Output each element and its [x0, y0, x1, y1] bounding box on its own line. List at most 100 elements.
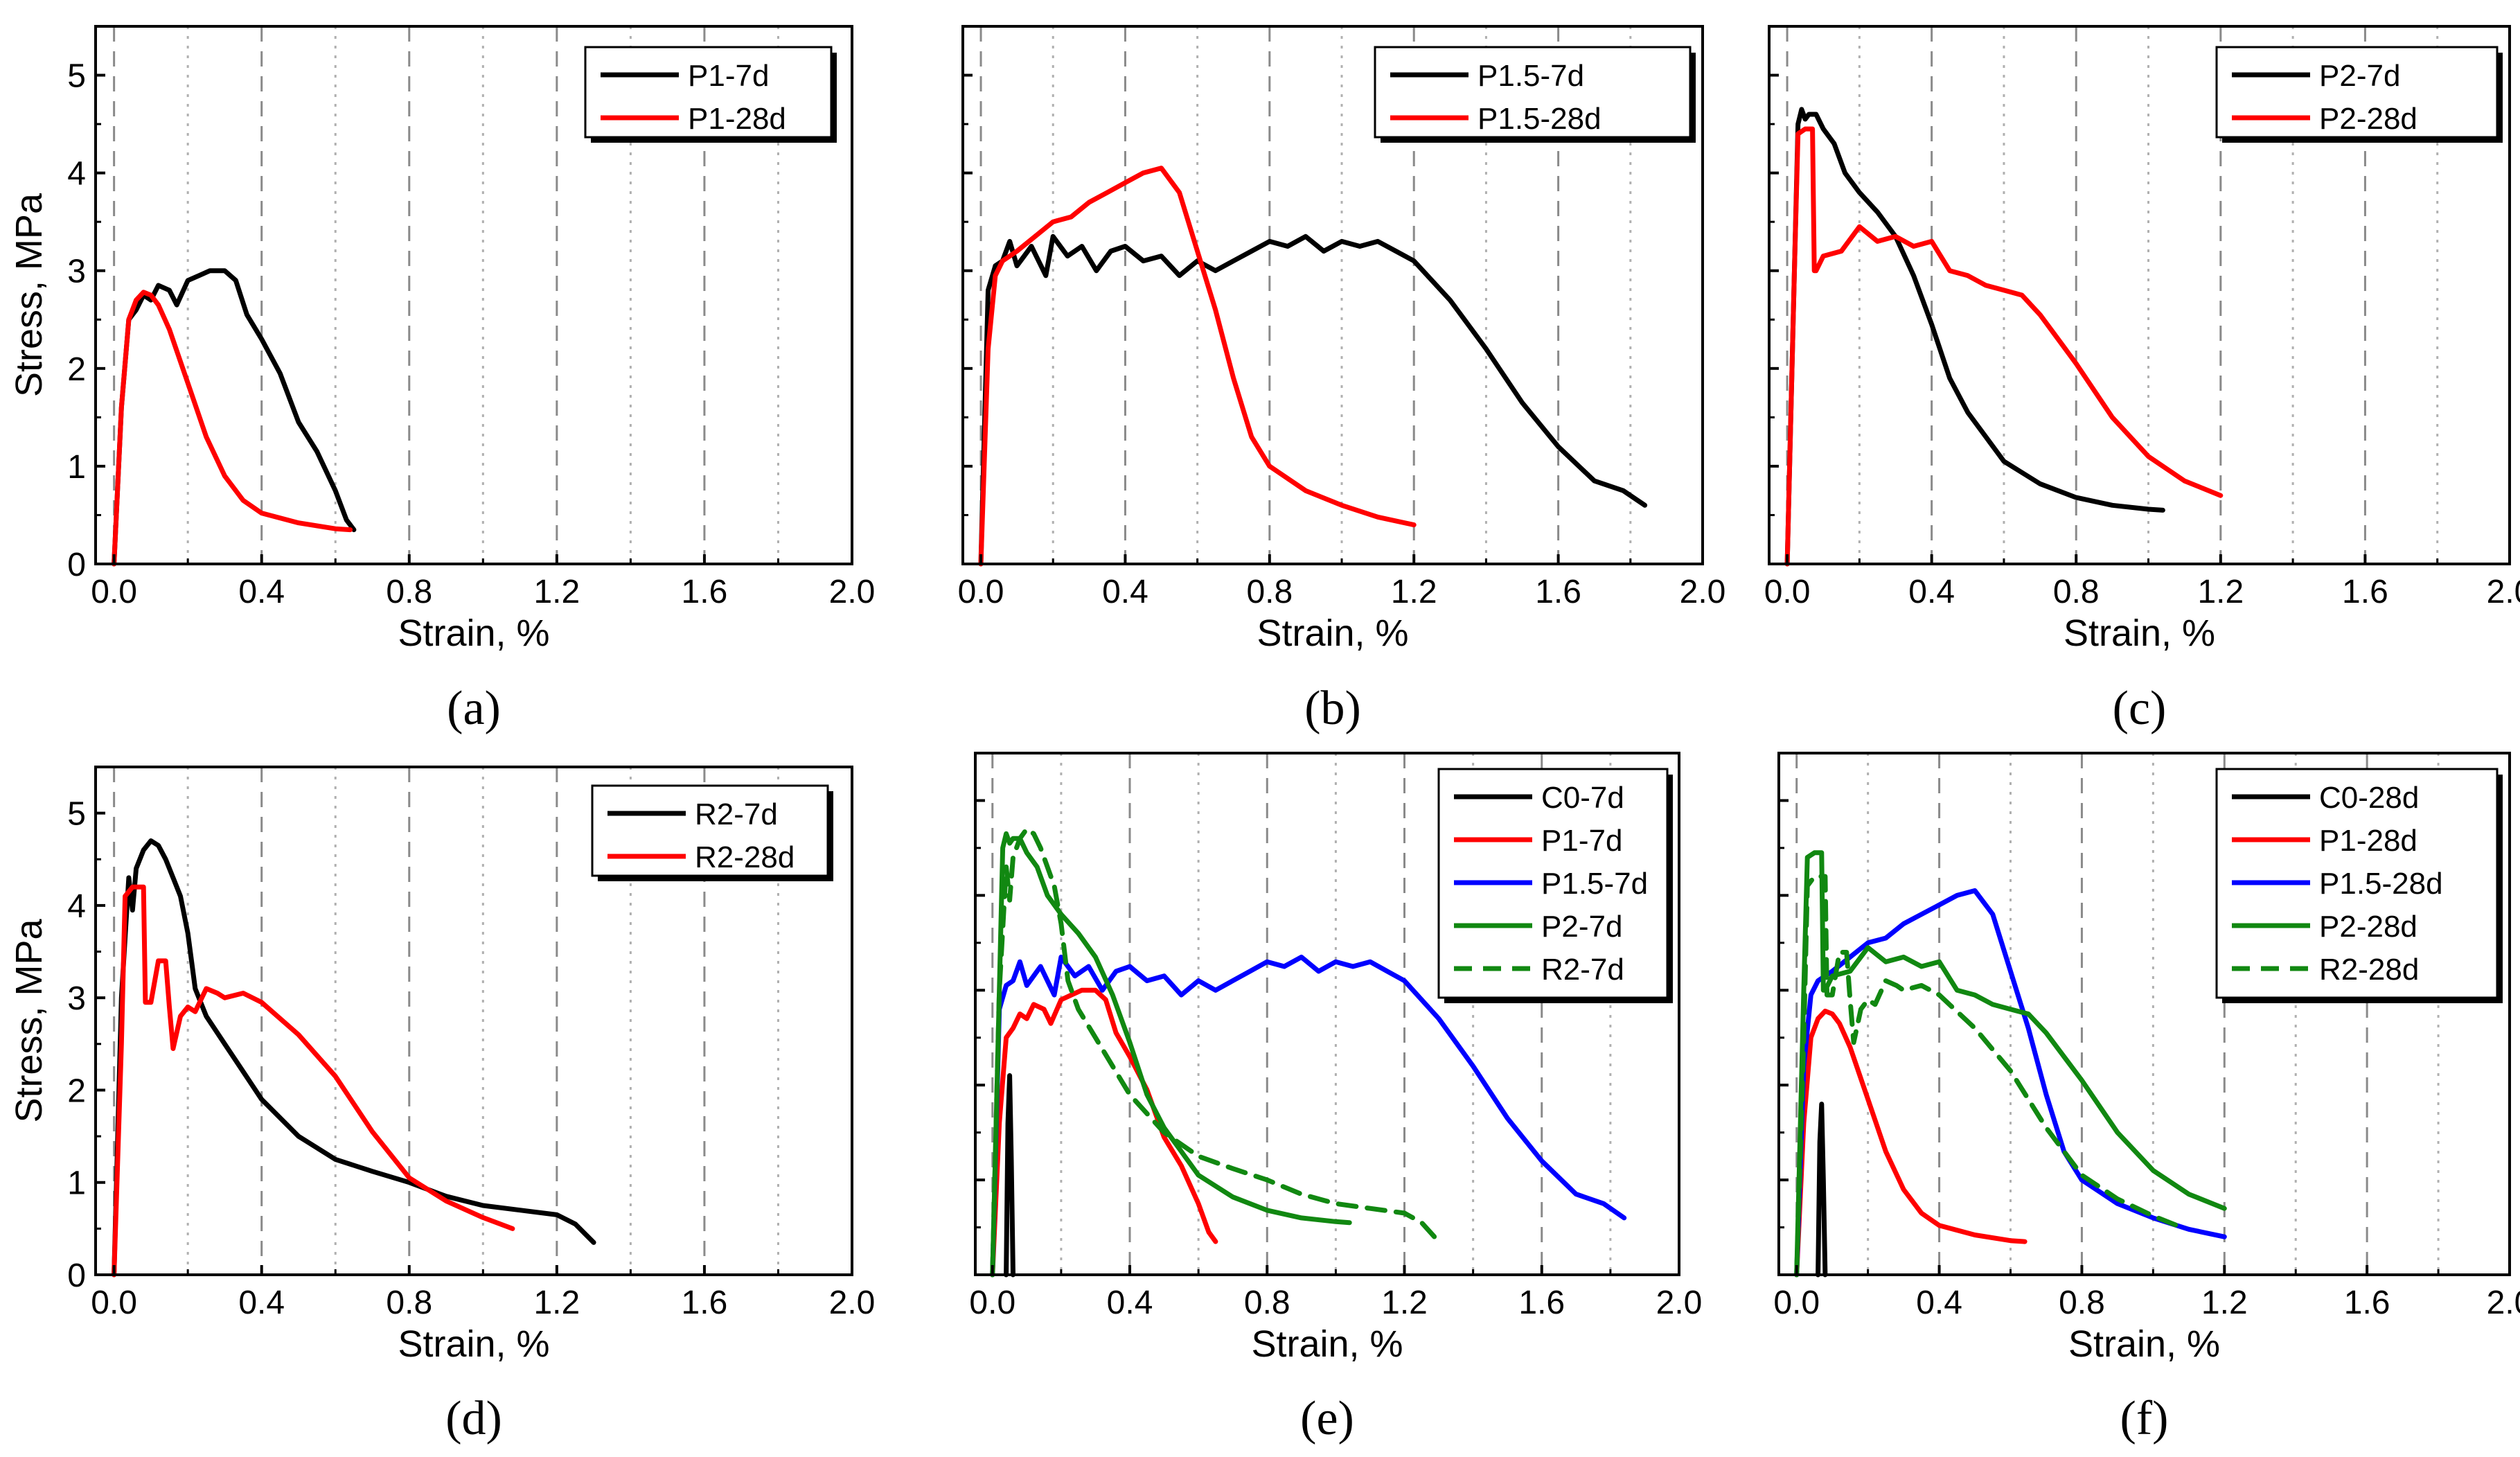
- plot-frame: [1777, 752, 2511, 1276]
- y-tick-label: 5: [67, 58, 86, 95]
- y-tick-label: 4: [67, 156, 86, 193]
- legend-label: P2-28d: [2319, 910, 2417, 944]
- x-tick-label: 0.8: [2059, 1284, 2105, 1321]
- legend: C0-28d P1-28d P1.5-28d P2-28d R2-28d: [2215, 768, 2503, 1003]
- series-line-P2-7d: [990, 831, 1352, 1278]
- x-tick-label: 0.4: [238, 1284, 285, 1321]
- x-tick-label: 0.4: [1107, 1284, 1153, 1321]
- x-axis-title: Strain, %: [2064, 612, 2215, 654]
- legend: C0-7d P1-7d P1.5-7d P2-7d R2-7d: [1437, 768, 1673, 1003]
- x-tick-label: 0.0: [1773, 1284, 1820, 1321]
- chart-panel-f: 0.0 0.4 0.8 1.2 1.6 2.0 Strain, % (f) C0-28d P1-2…: [1773, 752, 2520, 1445]
- y-tick-label: 4: [67, 888, 86, 925]
- series-line-P2-28d: [1784, 126, 2224, 567]
- legend: R2-7d R2-28d: [591, 784, 833, 881]
- x-tick-label: 1.2: [1381, 1284, 1428, 1321]
- x-tick-label: 1.6: [1535, 574, 1581, 610]
- legend-label: P2-28d: [2319, 102, 2417, 136]
- legend-box: [2215, 46, 2499, 139]
- plot-frame: [974, 752, 1680, 1276]
- x-axis-title: Strain, %: [398, 1323, 549, 1365]
- series-line-R2-28d: [1794, 874, 2184, 1278]
- x-tick-label: 0.4: [1908, 574, 1955, 610]
- legend-box: [1374, 46, 1692, 139]
- panel-label: (c): [2113, 682, 2167, 735]
- series-line-R2-7d: [112, 838, 596, 1278]
- series-line-P1-7d: [990, 987, 1218, 1278]
- legend: P1-7d P1-28d: [584, 46, 837, 143]
- legend: P1.5-7d P1.5-28d: [1374, 46, 1696, 143]
- x-axis-title: Strain, %: [1251, 1323, 1403, 1365]
- x-tick-label: 1.2: [2197, 574, 2244, 610]
- legend-label: R2-7d: [695, 797, 778, 831]
- legend-label: C0-28d: [2319, 781, 2419, 815]
- legend-label: C0-7d: [1541, 781, 1624, 815]
- legend-label: R2-7d: [1541, 953, 1624, 987]
- x-tick-label: 2.0: [829, 1284, 876, 1321]
- legend-label: P1.5-28d: [1478, 102, 1601, 136]
- x-tick-label: 1.6: [682, 1284, 728, 1321]
- y-tick-label: 2: [67, 351, 86, 388]
- series-line-P1.5-28d: [978, 166, 1417, 567]
- series-line-P1.5-7d: [990, 954, 1627, 1278]
- x-tick-label: 0.8: [386, 574, 432, 610]
- x-tick-label: 0.8: [1244, 1284, 1290, 1321]
- series-line-R2-28d: [112, 884, 515, 1278]
- y-tick-label: 0: [67, 1257, 86, 1294]
- legend-label: R2-28d: [2319, 953, 2419, 987]
- legend-label: P2-7d: [2319, 59, 2400, 93]
- x-tick-label: 2.0: [1656, 1284, 1703, 1321]
- legend-label: P1.5-28d: [2319, 867, 2443, 901]
- series-line-P1-28d: [112, 290, 353, 567]
- x-axis-title: Strain, %: [2068, 1323, 2220, 1365]
- x-tick-label: 1.2: [533, 1284, 580, 1321]
- x-tick-label: 0.0: [91, 574, 137, 610]
- x-tick-label: 1.2: [2201, 1284, 2248, 1321]
- legend-box: [584, 46, 833, 139]
- x-tick-label: 0.4: [1916, 1284, 1962, 1321]
- legend-box: [591, 784, 829, 877]
- x-tick-label: 0.0: [969, 1284, 1015, 1321]
- panel-label: (d): [445, 1392, 502, 1445]
- x-tick-label: 0.8: [1246, 574, 1293, 610]
- series-line-P2-7d: [1784, 107, 2165, 567]
- plot-frame: [94, 766, 853, 1276]
- series-line-P1-7d: [112, 268, 357, 567]
- legend-label: P1.5-7d: [1541, 867, 1648, 901]
- series-line-P1.5-7d: [978, 233, 1648, 567]
- x-tick-label: 1.6: [2342, 574, 2388, 610]
- y-axis-title: Stress, MPa: [8, 918, 50, 1122]
- legend-label: P2-7d: [1541, 910, 1622, 944]
- x-tick-label: 2.0: [2487, 1284, 2520, 1321]
- x-tick-label: 0.0: [1764, 574, 1811, 610]
- series-line-P1-28d: [1794, 1008, 2027, 1278]
- series-line-C0-28d: [1816, 1102, 1828, 1278]
- x-tick-label: 0.8: [386, 1284, 432, 1321]
- x-tick-label: 1.6: [1518, 1284, 1565, 1321]
- series-line-C0-7d: [1004, 1073, 1015, 1278]
- x-tick-label: 1.6: [2344, 1284, 2390, 1321]
- x-axis-title: Strain, %: [398, 612, 549, 654]
- panel-label: (b): [1304, 682, 1361, 735]
- x-tick-label: 2.0: [829, 574, 876, 610]
- legend-label: P1-28d: [688, 102, 786, 136]
- chart-panel-d: 0.0 0.4 0.8 1.2 1.6 2.0 0 1 2 3 4 5 Strain, % Stress,…: [8, 766, 876, 1445]
- y-tick-label: 3: [67, 254, 86, 290]
- x-tick-label: 2.0: [2487, 574, 2520, 610]
- legend-label: P1.5-7d: [1478, 59, 1584, 93]
- x-tick-label: 0.4: [1102, 574, 1148, 610]
- legend-label: P1-7d: [1541, 824, 1622, 858]
- plot-frame: [94, 25, 853, 565]
- legend-label: P1-7d: [688, 59, 769, 93]
- x-axis-title: Strain, %: [1257, 612, 1408, 654]
- chart-panel-a: 0.0 0.4 0.8 1.2 1.6 2.0 0 1 2 3 4 5 Strain, % Stress,…: [8, 25, 876, 735]
- x-tick-label: 0.8: [2053, 574, 2100, 610]
- panel-label: (e): [1300, 1392, 1354, 1445]
- x-tick-label: 0.4: [238, 574, 285, 610]
- legend-label: P1-28d: [2319, 824, 2417, 858]
- plot-frame: [1768, 25, 2511, 565]
- legend: P2-7d P2-28d: [2215, 46, 2503, 143]
- y-tick-label: 0: [67, 547, 86, 583]
